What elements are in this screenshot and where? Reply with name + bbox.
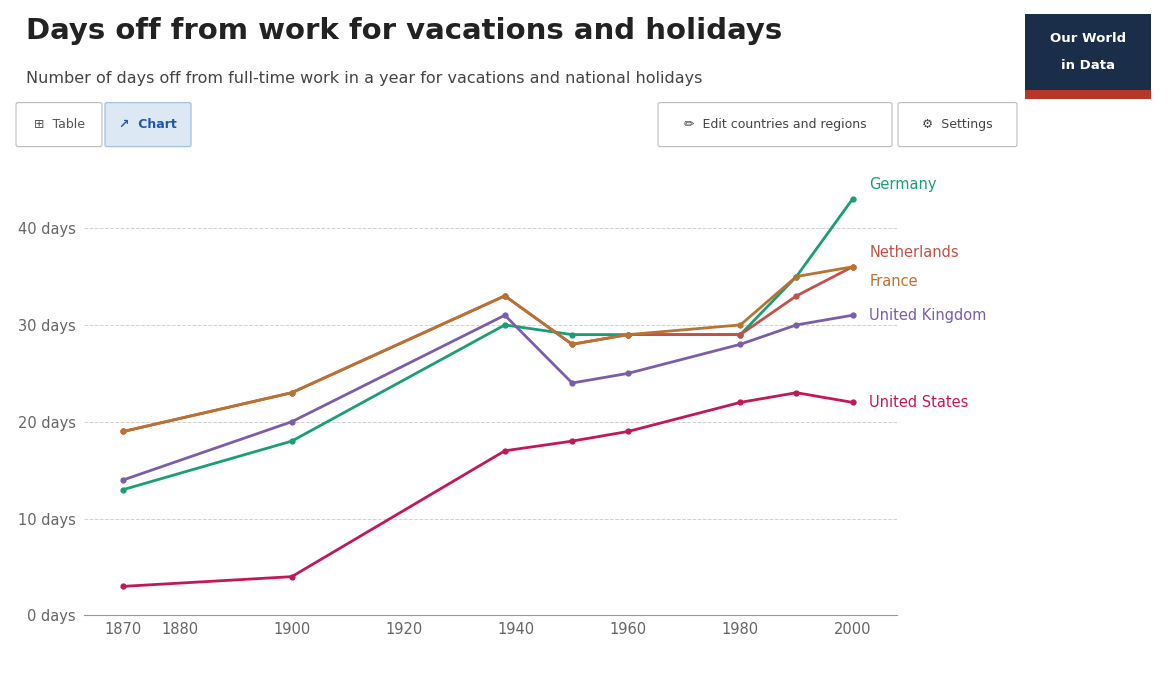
- Bar: [1025, 90, 1151, 105]
- FancyBboxPatch shape: [16, 103, 102, 147]
- Text: United States: United States: [869, 395, 969, 410]
- Text: ↗  Chart: ↗ Chart: [119, 118, 177, 131]
- FancyBboxPatch shape: [899, 103, 1017, 147]
- Text: Germany: Germany: [869, 177, 937, 192]
- FancyBboxPatch shape: [658, 103, 892, 147]
- Text: Days off from work for vacations and holidays: Days off from work for vacations and hol…: [26, 17, 782, 45]
- Text: in Data: in Data: [1061, 58, 1115, 71]
- Text: Number of days off from full-time work in a year for vacations and national holi: Number of days off from full-time work i…: [26, 71, 702, 86]
- Text: ✏  Edit countries and regions: ✏ Edit countries and regions: [683, 118, 866, 131]
- Text: France: France: [869, 274, 918, 289]
- Text: ⊞  Table: ⊞ Table: [34, 118, 84, 131]
- Text: Netherlands: Netherlands: [869, 245, 959, 260]
- FancyBboxPatch shape: [105, 103, 191, 147]
- Text: Our World: Our World: [1049, 32, 1127, 45]
- Text: United Kingdom: United Kingdom: [869, 308, 986, 323]
- Text: ⚙  Settings: ⚙ Settings: [922, 118, 992, 131]
